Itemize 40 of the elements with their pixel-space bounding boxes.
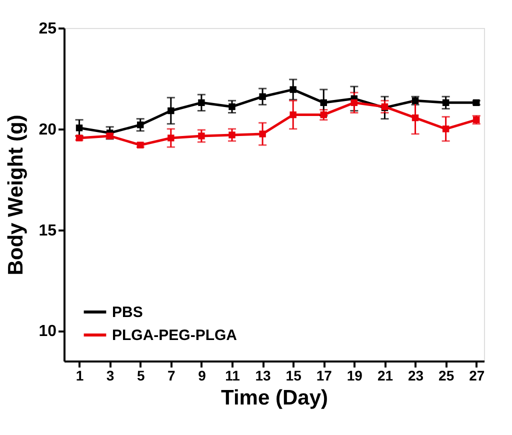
point xyxy=(412,114,419,122)
point xyxy=(442,126,450,132)
point xyxy=(198,99,205,106)
point xyxy=(168,107,174,114)
point xyxy=(290,86,296,93)
y-axis-title: Body Weight (g) xyxy=(4,114,28,276)
point xyxy=(228,132,236,138)
y-tick-label: 15 xyxy=(38,222,57,240)
x-tick-label: 11 xyxy=(225,368,240,384)
point xyxy=(259,93,266,100)
point xyxy=(350,99,358,106)
y-tick-label: 25 xyxy=(38,20,57,38)
legend-label: PBS xyxy=(112,304,143,321)
point xyxy=(320,99,327,106)
x-tick-label: 25 xyxy=(438,368,454,384)
x-axis-title: Time (Day) xyxy=(221,386,328,410)
x-tick-label: 27 xyxy=(469,368,485,384)
x-tick-label: 15 xyxy=(286,368,302,384)
x-tick-label: 7 xyxy=(168,368,176,384)
point xyxy=(228,103,236,110)
x-tick-label: 23 xyxy=(408,368,424,384)
x-tick-label: 21 xyxy=(377,368,394,384)
point xyxy=(198,132,205,140)
x-tick-label: 13 xyxy=(255,368,272,384)
point xyxy=(290,111,296,118)
x-tick-label: 3 xyxy=(106,368,114,384)
y-tick-label: 20 xyxy=(38,121,57,138)
x-tick-label: 9 xyxy=(198,368,206,384)
point xyxy=(76,124,83,132)
point xyxy=(168,134,174,142)
point xyxy=(320,111,327,118)
y-tick-label: 10 xyxy=(38,323,57,340)
point xyxy=(442,99,450,106)
point xyxy=(259,130,266,138)
legend-label: PLGA-PEG-PLGA xyxy=(112,327,238,344)
x-tick-label: 5 xyxy=(136,368,145,384)
x-tick-label: 1 xyxy=(76,368,84,384)
x-tick-label: 17 xyxy=(316,368,332,384)
x-tick-label: 19 xyxy=(346,368,363,384)
point xyxy=(137,122,144,128)
